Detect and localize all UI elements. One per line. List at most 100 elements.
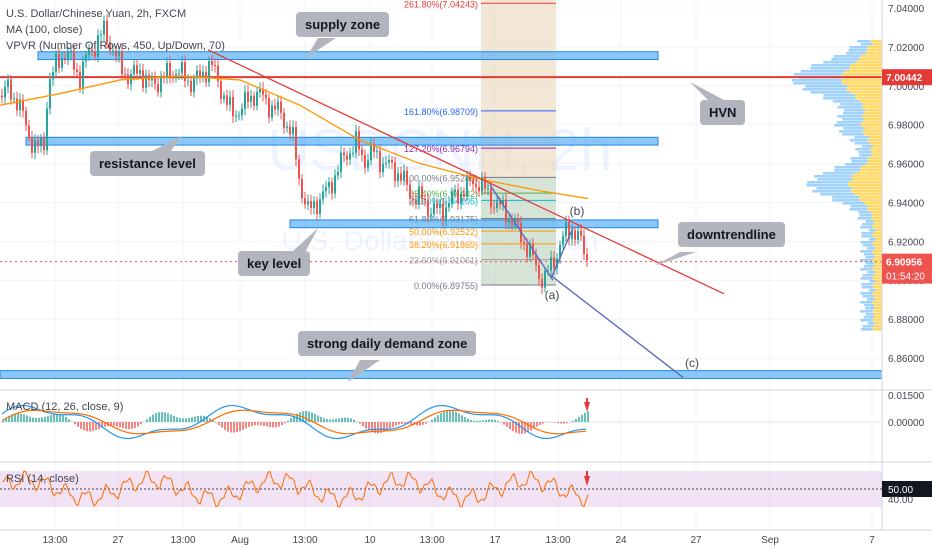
macd-histogram-bar [89,422,91,432]
fib-level-label: 127.20%(6.96794) [404,144,478,154]
candle-body [196,70,198,79]
macd-histogram-bar [38,417,40,422]
macd-histogram-bar [221,422,223,428]
vpvr-bar-up [860,259,873,262]
vpvr-bar-up [861,145,873,148]
candle-body [217,65,219,82]
candle-body [40,137,42,147]
vpvr-bar-down [874,256,882,259]
candle-body [112,50,114,52]
candle-body [367,160,369,168]
candle-body [517,218,519,223]
macd-histogram-bar [419,422,421,426]
vpvr-bar-down [867,157,882,160]
candle-body [70,50,72,53]
candle-body [118,50,120,56]
vpvr-bar-down [855,61,882,64]
candle-body [121,50,123,75]
x-tick-label: Sep [761,535,779,546]
vpvr-bar-up [865,313,875,316]
candle-body [427,199,429,216]
vpvr-bar-down [868,160,882,163]
macd-histogram-bar [146,419,148,422]
macd-histogram-bar [458,413,460,422]
macd-histogram-bar [218,422,220,426]
candle-body [280,101,282,113]
macd-histogram-bar [110,422,112,426]
candle-body [580,230,582,236]
candle-body [193,78,195,93]
macd-histogram-bar [461,415,463,422]
macd-histogram-bar [356,421,358,422]
hvn-price-text: 7.00442 [886,73,923,84]
candle-body [277,101,279,110]
candle-body [379,150,381,173]
macd-histogram-bar [254,422,256,426]
macd-histogram-bar [455,411,457,422]
candle-body [493,207,495,209]
macd-histogram-bar [206,416,208,422]
macd-histogram-bar [131,422,133,429]
candle-body [547,270,549,272]
vpvr-bar-down [859,199,882,202]
vpvr-bar-down [855,97,882,100]
vpvr-bar-down [873,274,882,277]
vpvr-bar-up [867,322,876,325]
candle-body [91,49,93,52]
vpvr-bar-up [869,280,877,283]
macd-down-arrow-icon [584,402,590,412]
macd-line [1,404,587,440]
wave-a-leg [489,184,554,281]
x-tick-label: 13:00 [42,535,67,546]
vpvr-bar-up [865,307,875,310]
candle-body [67,52,69,59]
candle-body [202,71,204,77]
candle-body [298,159,300,179]
chart-title: U.S. Dollar/Chinese Yuan, 2h, FXCM [6,8,187,20]
ma-line [0,75,589,200]
vpvr-bar-down [872,319,882,322]
candle-body [319,199,321,215]
candle-body [190,80,192,93]
macd-histogram-bar [422,422,424,425]
vpvr-bar-up [867,298,876,301]
vpvr-bar-down [872,301,882,304]
macd-histogram-bar [275,422,277,428]
vpvr-bar-down [860,166,882,169]
candle-body [313,201,315,208]
candle-body [337,172,339,176]
vpvr-bar-down [863,103,882,106]
macd-histogram-bar [503,422,505,425]
macd-histogram-bar [5,417,7,422]
candle-body [373,143,375,152]
candle-body [145,74,147,88]
macd-histogram-bar [515,422,517,433]
macd-histogram-bar [377,422,379,434]
vpvr-bar-up [837,115,862,118]
macd-histogram-bar [248,422,250,427]
candle-body [355,131,357,153]
zone-strong-daily-demand-zone [0,370,883,379]
candle-body [250,95,252,102]
vpvr-bar-up [832,100,860,103]
vpvr-bar-up [860,301,873,304]
candle-body [208,60,210,83]
vpvr-bar-up [849,208,868,211]
candle-body [124,74,126,76]
macd-histogram-bar [575,419,577,422]
candle-body [541,278,543,288]
wave-projection-line [551,227,684,378]
vpvr-bar-up [867,271,876,274]
x-tick-label: 27 [112,535,124,546]
candle-body [181,62,183,74]
macd-histogram-bar [197,415,199,422]
macd-histogram-bar [536,422,538,427]
vpvr-bar-up [860,226,873,229]
macd-histogram-bar [314,413,316,422]
candle-body [88,49,90,55]
vpvr-bar-up [810,91,850,94]
vpvr-bar-down [842,73,882,76]
macd-histogram-bar [215,422,217,423]
macd-histogram-bar [344,417,346,422]
